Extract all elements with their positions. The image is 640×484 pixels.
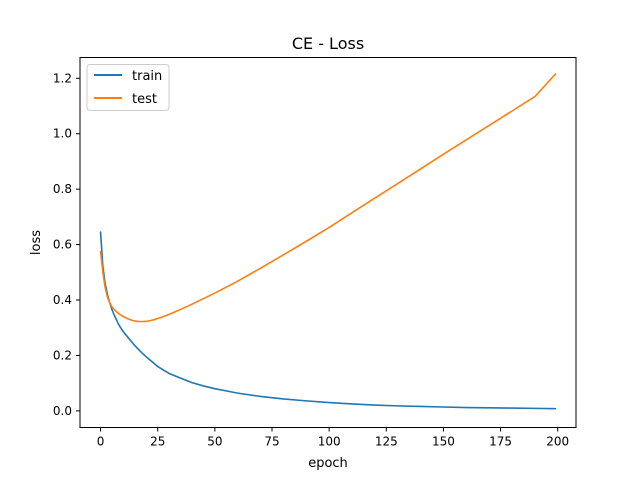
x-axis-label: epoch xyxy=(308,456,348,471)
y-tick-label: 0.8 xyxy=(53,182,72,196)
legend-label-test: test xyxy=(132,92,157,107)
x-tick-label: 75 xyxy=(264,435,279,449)
y-axis-label: loss xyxy=(29,230,44,255)
series-layer xyxy=(99,73,557,410)
legend: train test xyxy=(86,64,170,111)
x-tick-label: 125 xyxy=(375,435,398,449)
chart-title: CE - Loss xyxy=(292,34,364,53)
x-tick-label: 150 xyxy=(432,435,455,449)
y-tick-label: 0.0 xyxy=(53,404,72,418)
x-tick-label: 200 xyxy=(546,435,569,449)
x-tick-label: 175 xyxy=(489,435,512,449)
x-tick-label: 50 xyxy=(207,435,222,449)
y-tick-label: 0.6 xyxy=(53,238,72,252)
x-tick-label: 25 xyxy=(150,435,165,449)
y-tick-label: 0.2 xyxy=(53,348,72,362)
plot-frame xyxy=(79,57,577,428)
x-tick-label: 0 xyxy=(97,435,105,449)
series-line-test xyxy=(99,73,557,323)
series-line-train xyxy=(99,231,557,410)
y-tick-label: 1.2 xyxy=(53,71,72,85)
y-tick-label: 1.0 xyxy=(53,127,72,141)
y-tick-label: 0.4 xyxy=(53,293,72,307)
x-tick-label: 100 xyxy=(318,435,341,449)
ticks-layer: 0 25 50 75 100 125 150 175 200 0.0 0.2 0.4 0.6 0.8 1.0… xyxy=(53,71,569,448)
legend-label-train: train xyxy=(132,69,162,84)
